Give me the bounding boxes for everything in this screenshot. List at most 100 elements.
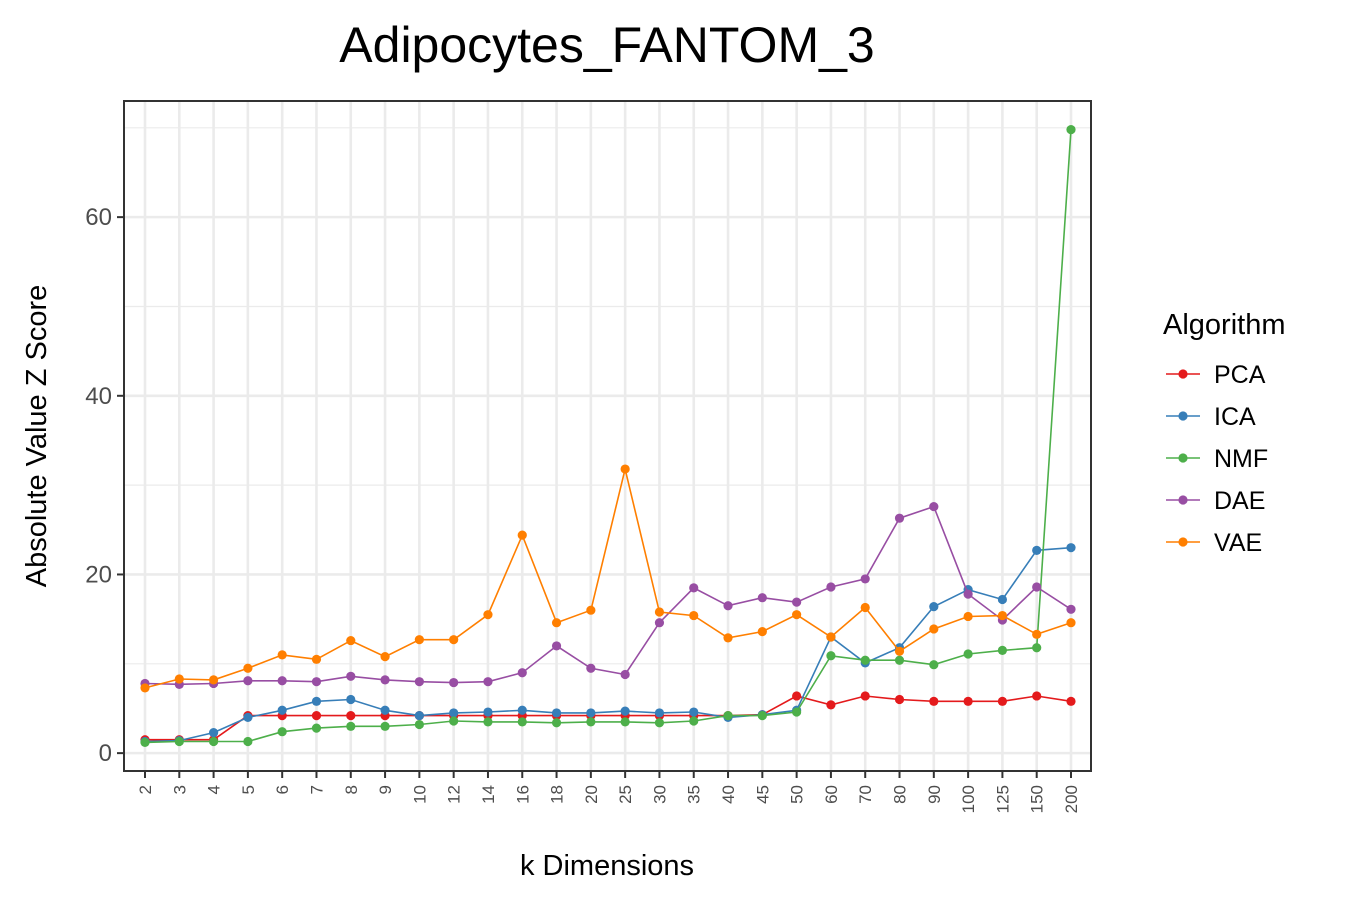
x-tick-label: 70: [856, 785, 875, 804]
series-vae: [140, 464, 1076, 693]
legend-label: PCA: [1214, 361, 1266, 389]
legend-key-point: [1178, 537, 1188, 547]
data-point: [620, 669, 630, 680]
data-point: [1032, 691, 1042, 701]
data-point: [311, 711, 322, 721]
x-tick-label: 200: [1062, 785, 1081, 813]
series-nmf: [140, 124, 1076, 748]
data-point: [654, 618, 665, 628]
data-point: [757, 711, 767, 721]
data-point: [723, 633, 733, 643]
data-point: [723, 711, 733, 721]
data-point: [414, 711, 424, 721]
series-dae: [140, 501, 1076, 689]
x-tick-label: 4: [205, 785, 224, 794]
series-line: [144, 468, 1072, 689]
data-point: [689, 610, 699, 621]
data-point: [826, 582, 836, 592]
legend-label: VAE: [1214, 529, 1262, 557]
data-point: [277, 705, 287, 715]
data-point: [654, 607, 665, 617]
data-point: [654, 708, 665, 718]
x-tick-label: 3: [170, 785, 189, 794]
data-point: [208, 736, 219, 747]
x-tick-label: 45: [753, 785, 772, 804]
data-point: [277, 650, 287, 660]
data-point: [277, 727, 287, 737]
x-tick-label: 10: [410, 785, 429, 804]
x-tick-label: 5: [239, 785, 258, 794]
x-tick-label: 9: [376, 785, 395, 794]
x-tick-label: 90: [925, 785, 944, 804]
data-point: [449, 708, 459, 718]
data-point: [414, 677, 424, 687]
data-point: [929, 660, 939, 670]
data-point: [792, 597, 802, 607]
x-tick-label: 100: [959, 785, 978, 813]
data-point: [963, 589, 973, 599]
x-tick-label: 8: [342, 785, 361, 794]
legend-key-point: [1178, 369, 1188, 379]
data-point: [414, 719, 424, 730]
legend-key-point: [1178, 453, 1188, 463]
x-tick-label: 40: [719, 785, 738, 804]
data-point: [346, 671, 356, 681]
x-tick-label: 125: [993, 785, 1012, 813]
data-point: [1032, 582, 1042, 592]
data-point: [346, 711, 356, 721]
data-point: [757, 627, 767, 637]
data-point: [380, 675, 390, 685]
x-tick-label: 30: [650, 785, 669, 804]
data-point: [792, 707, 802, 717]
data-point: [894, 694, 905, 705]
data-point: [586, 708, 596, 718]
data-point: [449, 635, 459, 645]
data-point: [1032, 629, 1042, 639]
data-point: [449, 677, 459, 688]
x-tick-label: 2: [136, 785, 155, 794]
x-tick-label: 7: [307, 785, 326, 794]
data-point: [551, 618, 562, 628]
legend-item-dae: DAE: [1166, 487, 1265, 515]
data-point: [517, 530, 527, 540]
data-point: [140, 737, 150, 748]
y-tick-label: 40: [85, 383, 112, 410]
data-point: [311, 677, 322, 687]
data-point: [311, 723, 322, 733]
x-tick-label: 12: [445, 785, 464, 804]
x-tick-label: 25: [616, 785, 635, 804]
plot-border: [123, 100, 1092, 772]
data-point: [414, 635, 424, 645]
series-line: [144, 546, 1072, 743]
data-point: [723, 601, 733, 611]
legend-item-ica: ICA: [1166, 403, 1256, 431]
data-point: [860, 574, 870, 584]
data-point: [483, 677, 493, 687]
data-point: [140, 683, 150, 693]
data-point: [997, 610, 1008, 621]
legend-key-point: [1178, 495, 1188, 505]
x-tick-label: 60: [822, 785, 841, 804]
series-line: [144, 129, 1072, 744]
legend-label: DAE: [1214, 487, 1265, 515]
data-point: [517, 668, 527, 678]
data-point: [826, 651, 836, 661]
legend-title: Algorithm: [1163, 309, 1286, 341]
data-point: [517, 705, 527, 715]
legend-label: NMF: [1214, 445, 1268, 473]
legend-key-point: [1178, 411, 1188, 421]
legend-label: ICA: [1214, 403, 1256, 431]
legend-item-nmf: NMF: [1166, 445, 1268, 473]
data-point: [963, 696, 973, 706]
x-tick-label: 20: [582, 785, 601, 804]
legend-item-vae: VAE: [1166, 529, 1262, 557]
data-point: [860, 655, 870, 665]
data-point: [380, 721, 390, 731]
data-point: [380, 705, 390, 715]
legend: Algorithm PCA ICA NMF DAE VAE: [1163, 309, 1286, 557]
x-tick-label: 35: [685, 785, 704, 804]
series-line: [145, 695, 1072, 741]
data-point: [792, 691, 802, 701]
x-tick-label: 16: [513, 785, 532, 804]
data-point: [894, 646, 905, 656]
